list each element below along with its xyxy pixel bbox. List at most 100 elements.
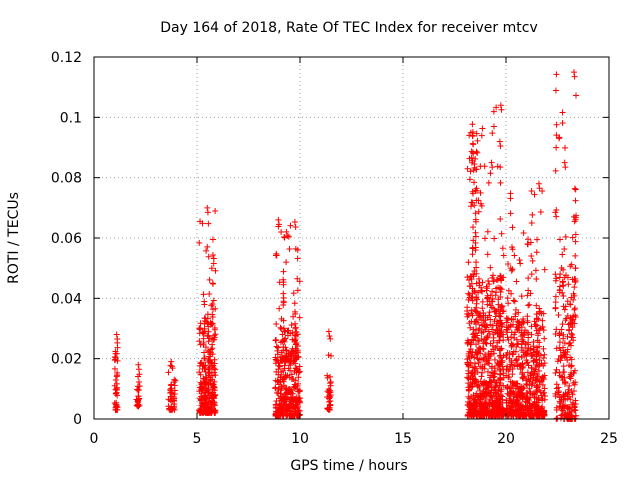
data-point [512,399,519,406]
data-point [292,397,299,404]
data-point [506,350,513,357]
data-point [525,302,532,309]
data-point [167,382,174,389]
data-point [112,354,119,361]
data-point [534,337,541,344]
data-point [572,275,579,282]
data-point [534,315,541,322]
data-point [282,344,289,351]
data-point [558,412,565,419]
data-point [560,407,567,414]
data-point [327,401,334,408]
data-point [492,367,499,374]
data-point [508,359,515,366]
data-point [469,149,476,156]
data-point [487,340,494,347]
data-point [566,326,573,333]
data-point [487,316,494,323]
data-point [568,401,575,408]
data-point [280,281,287,288]
data-point [205,400,212,407]
data-point [540,327,547,334]
data-point [296,395,303,402]
data-point [285,327,292,334]
data-point [552,209,559,216]
data-point [515,353,522,360]
data-point [212,372,219,379]
data-point [496,382,503,389]
data-point [292,308,299,315]
data-point [509,365,516,372]
data-point [497,272,504,279]
data-point [278,326,285,333]
data-point [572,252,579,259]
data-point [296,368,303,375]
data-point [497,102,504,109]
data-point [472,210,479,217]
data-point [167,405,174,412]
data-point [503,324,510,331]
data-point [478,202,485,209]
data-point [497,285,504,292]
data-point [538,377,545,384]
data-point [499,357,506,364]
data-point [500,337,507,344]
data-point [209,301,216,308]
data-point [567,354,574,361]
data-point [209,252,216,259]
data-point [198,359,205,366]
y-tick-label: 0.08 [51,171,82,187]
data-point [294,275,301,282]
data-point [114,336,121,343]
data-point [197,341,204,348]
data-point [538,392,545,399]
data-point [522,340,529,347]
data-point [567,339,574,346]
data-point [519,360,526,367]
data-point [171,376,178,383]
data-point [280,367,287,374]
data-point [570,290,577,297]
data-point [533,395,540,402]
data-point [205,323,212,330]
data-point [198,390,205,397]
data-point [470,271,477,278]
x-axis-label: GPS time / hours [290,458,407,474]
data-point [518,391,525,398]
data-point [489,164,496,171]
data-point [489,288,496,295]
data-point [552,271,559,278]
data-point [282,335,289,342]
data-point [509,224,516,231]
data-point [201,401,208,408]
data-point [524,390,531,397]
data-point [477,189,484,196]
data-point [205,338,212,345]
data-point [507,378,514,385]
data-point [541,351,548,358]
data-point [479,298,486,305]
data-point [568,294,575,301]
data-point [285,386,292,393]
data-point [165,369,172,376]
data-point [111,365,118,372]
data-point [557,357,564,364]
data-point [565,281,572,288]
data-point [205,385,212,392]
data-point [484,405,491,412]
data-point [508,290,515,297]
data-point [493,404,500,411]
data-point [284,355,291,362]
data-point [479,345,486,352]
data-point [553,404,560,411]
data-point [289,390,296,397]
data-point [513,278,520,285]
data-point [510,297,517,304]
data-point [570,69,577,76]
data-point [497,346,504,353]
data-point [479,390,486,397]
data-point [472,233,479,240]
data-point [473,264,480,271]
data-point [286,412,293,419]
data-point [509,371,516,378]
